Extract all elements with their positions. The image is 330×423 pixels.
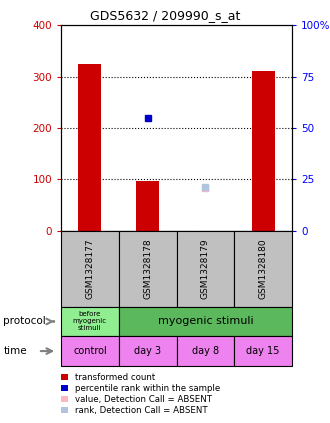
Text: value, Detection Call = ABSENT: value, Detection Call = ABSENT	[75, 395, 212, 404]
Bar	[79, 64, 102, 231]
Text: rank, Detection Call = ABSENT: rank, Detection Call = ABSENT	[75, 406, 208, 415]
Text: GSM1328177: GSM1328177	[85, 239, 94, 299]
Text: day 3: day 3	[134, 346, 161, 356]
Text: control: control	[73, 346, 107, 356]
Text: day 15: day 15	[247, 346, 280, 356]
Text: myogenic stimuli: myogenic stimuli	[158, 316, 253, 327]
Text: GDS5632 / 209990_s_at: GDS5632 / 209990_s_at	[90, 9, 240, 22]
Text: protocol: protocol	[3, 316, 46, 327]
Text: GSM1328178: GSM1328178	[143, 239, 152, 299]
Bar	[136, 181, 159, 231]
Text: GSM1328179: GSM1328179	[201, 239, 210, 299]
Bar	[251, 71, 275, 231]
Text: GSM1328180: GSM1328180	[259, 239, 268, 299]
Text: day 8: day 8	[192, 346, 219, 356]
Text: percentile rank within the sample: percentile rank within the sample	[75, 384, 220, 393]
Text: transformed count: transformed count	[75, 373, 155, 382]
Text: time: time	[3, 346, 27, 356]
Text: before
myogenic
stimuli: before myogenic stimuli	[73, 311, 107, 332]
